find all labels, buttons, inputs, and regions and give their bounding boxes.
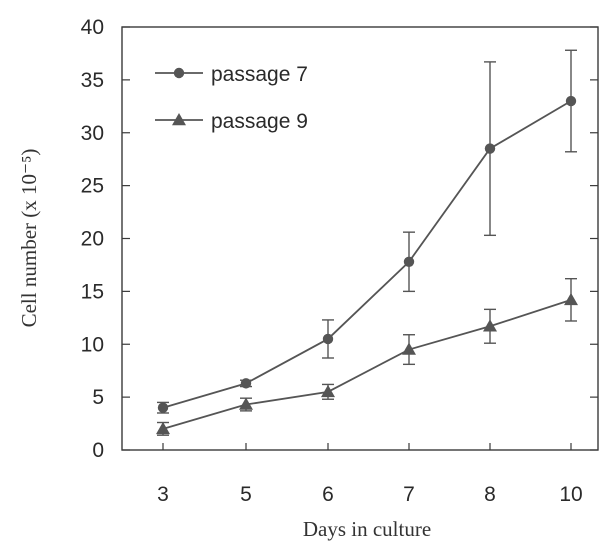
series-line bbox=[162, 298, 572, 430]
x-tick-label: 5 bbox=[240, 483, 252, 506]
legend-circle-marker bbox=[173, 67, 185, 79]
triangle-marker bbox=[483, 319, 497, 332]
triangle-marker bbox=[564, 292, 578, 306]
circle-marker bbox=[157, 402, 169, 413]
y-tick-label: 25 bbox=[81, 175, 104, 198]
y-tick-label: 40 bbox=[81, 16, 104, 39]
y-axis-title: Cell number (x 10⁻⁵) bbox=[17, 149, 41, 328]
axes bbox=[121, 26, 599, 451]
x-axis-title: Days in culture bbox=[303, 517, 431, 541]
legend-label: passage 7 bbox=[211, 63, 308, 86]
y-tick-label: 0 bbox=[92, 439, 104, 462]
triangle-marker bbox=[156, 421, 170, 435]
y-tick-label: 20 bbox=[81, 228, 104, 251]
circle-marker bbox=[240, 378, 252, 389]
y-tick-label: 5 bbox=[92, 386, 104, 409]
legend-triangle-marker bbox=[172, 113, 186, 126]
x-tick-label: 10 bbox=[559, 483, 582, 506]
triangle-marker bbox=[402, 342, 416, 355]
triangle-marker bbox=[239, 397, 253, 410]
series-1 bbox=[157, 49, 577, 414]
x-tick-label: 3 bbox=[157, 483, 169, 506]
y-tick-label: 35 bbox=[81, 69, 104, 92]
circle-marker bbox=[403, 256, 415, 267]
legend-label: passage 9 bbox=[211, 110, 308, 133]
x-tick-label: 7 bbox=[403, 483, 415, 506]
plot-area bbox=[156, 49, 578, 436]
series-2 bbox=[156, 277, 578, 436]
x-tick-label: 8 bbox=[484, 483, 496, 506]
x-tick-label: 6 bbox=[322, 483, 334, 506]
triangle-marker bbox=[321, 384, 335, 398]
circle-marker bbox=[565, 95, 577, 107]
series-line bbox=[162, 100, 572, 409]
x-axis-ticks: 3 5 6 7 8 10 bbox=[157, 443, 583, 506]
y-tick-label: 30 bbox=[81, 122, 104, 145]
legend: passage 7 passage 9 bbox=[155, 63, 308, 133]
circle-marker bbox=[484, 143, 496, 154]
circle-marker bbox=[322, 333, 334, 345]
y-tick-label: 15 bbox=[81, 280, 104, 303]
y-tick-label: 10 bbox=[81, 333, 104, 356]
plot-frame bbox=[121, 26, 599, 451]
y-axis-ticks: 0 5 10 15 20 25 30 35 40 bbox=[81, 16, 598, 462]
